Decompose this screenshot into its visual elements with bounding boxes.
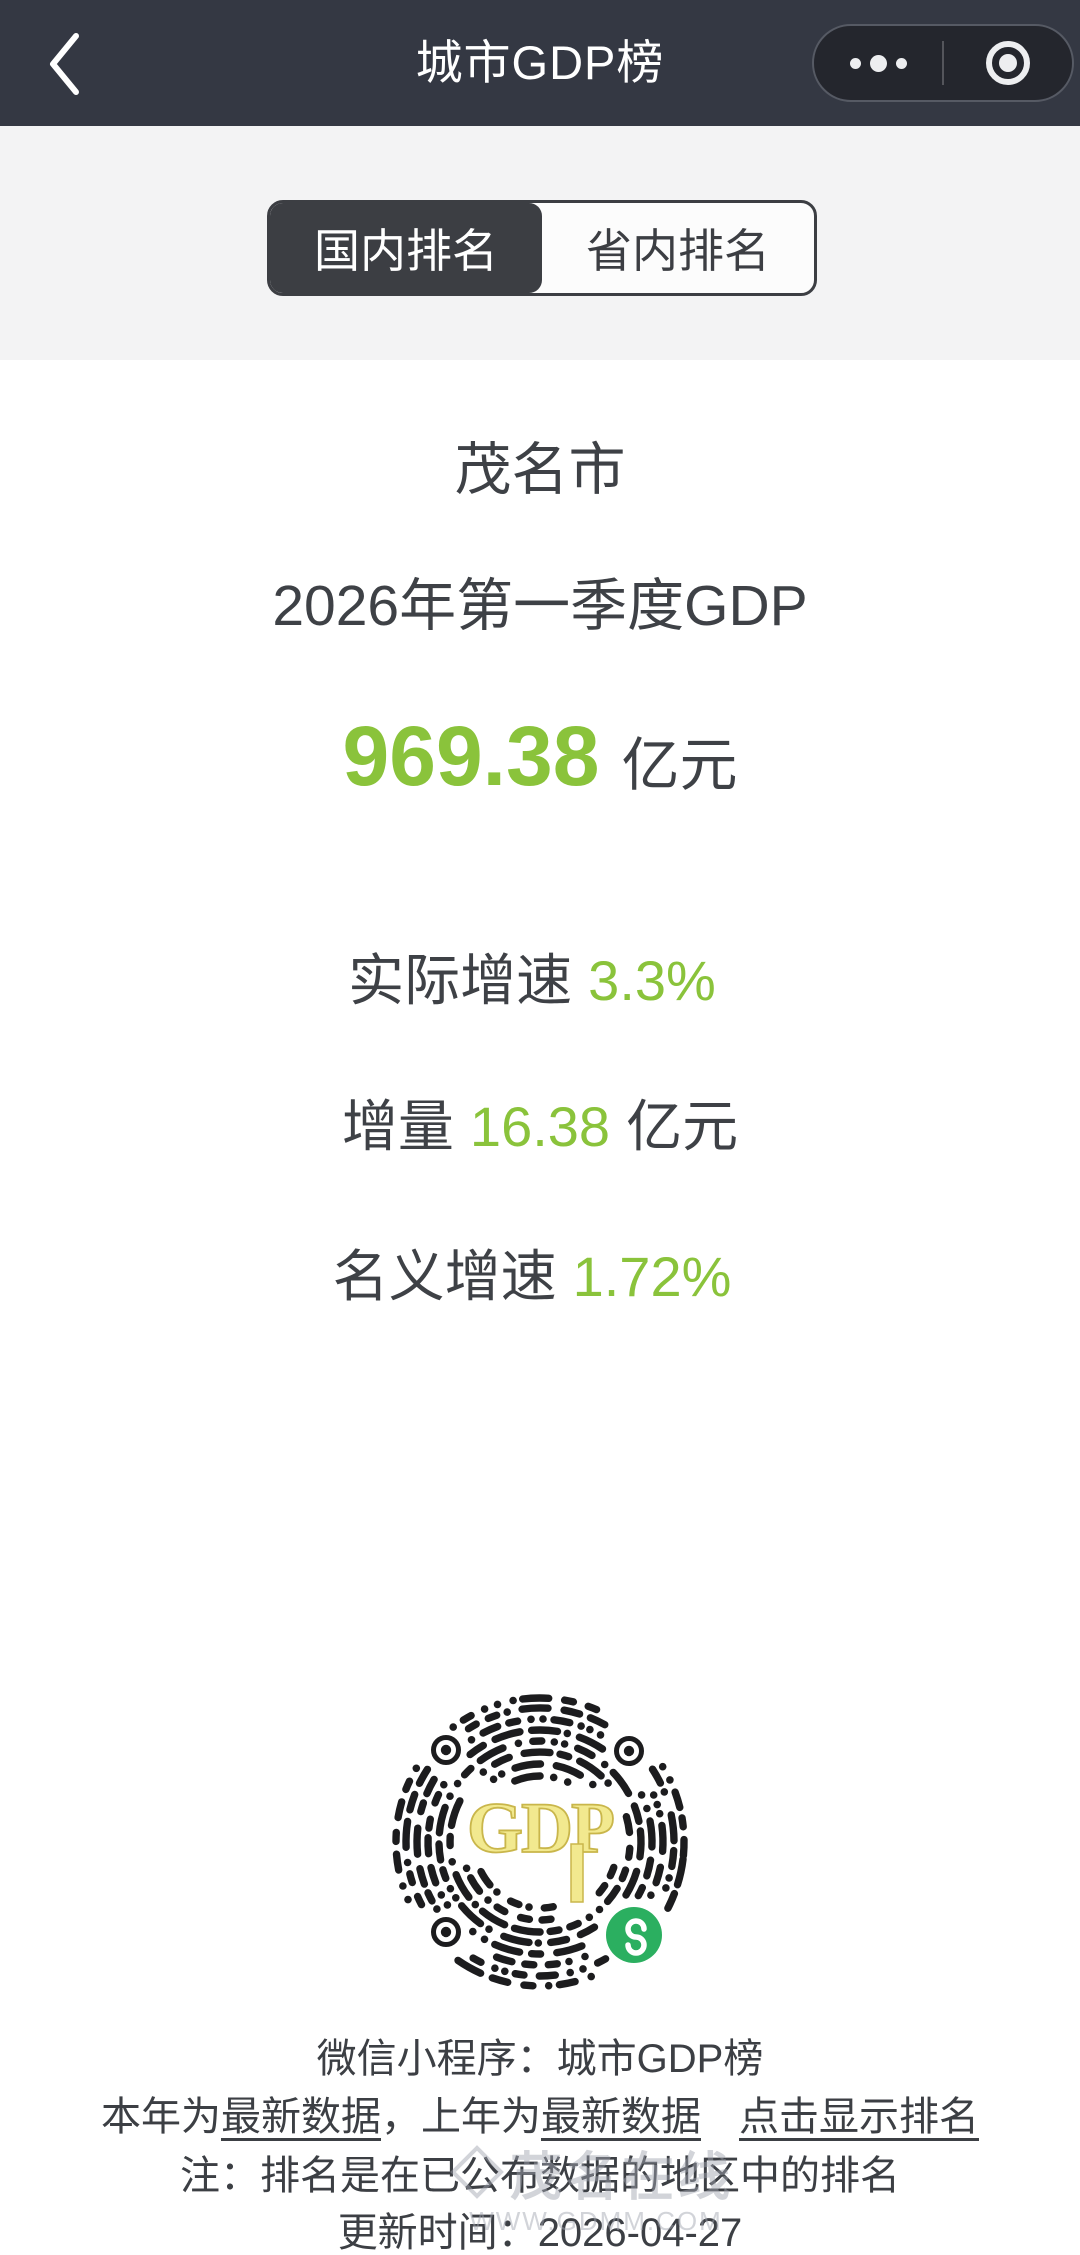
capsule-more-button[interactable] xyxy=(814,26,942,100)
miniprogram-caption: 微信小程序：城市GDP榜 xyxy=(316,2037,764,2081)
back-button[interactable] xyxy=(40,28,88,100)
wechat-miniprogram-logo xyxy=(606,1907,662,1963)
stat-nominal-growth: 名义增速 1.72% xyxy=(332,1245,732,1308)
latest-data-link[interactable]: 最新数据 xyxy=(541,2095,701,2139)
city-name: 茂名市 xyxy=(454,438,626,502)
ranking-note: 注：排名是在已公布数据的地区中的排名 xyxy=(180,2154,900,2198)
qr-finder-marker xyxy=(614,1736,644,1766)
qr-dots-pattern xyxy=(392,1694,688,1990)
main-content: 茂名市 2026年第一季度GDP 969.38 亿元 实际增速 3.3% 增量 16.… xyxy=(0,360,1080,2254)
chevron-left-icon xyxy=(50,33,79,95)
ranking-tabs: 国内排名 省内排名 xyxy=(267,200,817,296)
gdp-value: 969.38 xyxy=(342,709,600,803)
qr-finder-marker xyxy=(431,1735,461,1765)
show-ranking-link[interactable]: 点击显示排名 xyxy=(739,2095,979,2139)
qr-center-label: GDP xyxy=(467,1788,613,1868)
qr-gdp-stem xyxy=(570,1843,584,1903)
page-title: 城市GDP榜 xyxy=(415,36,665,89)
nav-bar: 城市GDP榜 xyxy=(0,0,1080,126)
update-time-line: 更新时间：2026-04-27 xyxy=(0,2213,1080,2253)
target-icon xyxy=(986,41,1030,85)
stat-real-growth: 实际增速 3.3% xyxy=(348,949,716,1012)
tab-domestic-ranking[interactable]: 国内排名 xyxy=(270,203,542,293)
wechat-capsule xyxy=(812,24,1074,102)
gdp-line: 969.38 亿元 xyxy=(0,714,1080,823)
ellipsis-icon xyxy=(849,54,907,72)
tab-provincial-ranking[interactable]: 省内排名 xyxy=(586,225,770,277)
tab-strip: 国内排名 省内排名 xyxy=(0,126,1080,360)
qr-code-container: GDP xyxy=(0,1694,1080,1995)
gdp-unit: 亿元 xyxy=(621,733,738,798)
update-time-label: 更新时间： xyxy=(337,2211,538,2255)
stat-increment: 增量 16.38 亿元 xyxy=(341,1095,739,1158)
data-note-line: 本年为最新数据，上年为最新数据 点击显示排名 xyxy=(101,2095,979,2139)
mini-program-qr-code: GDP xyxy=(392,1694,688,1990)
period-title: 2026年第一季度GDP xyxy=(272,574,808,638)
qr-finder-marker xyxy=(431,1917,461,1947)
capsule-divider xyxy=(942,41,944,85)
capsule-close-button[interactable] xyxy=(944,26,1072,100)
update-time-value: 2026-04-27 xyxy=(537,2211,743,2255)
latest-data-link[interactable]: 最新数据 xyxy=(221,2095,381,2139)
